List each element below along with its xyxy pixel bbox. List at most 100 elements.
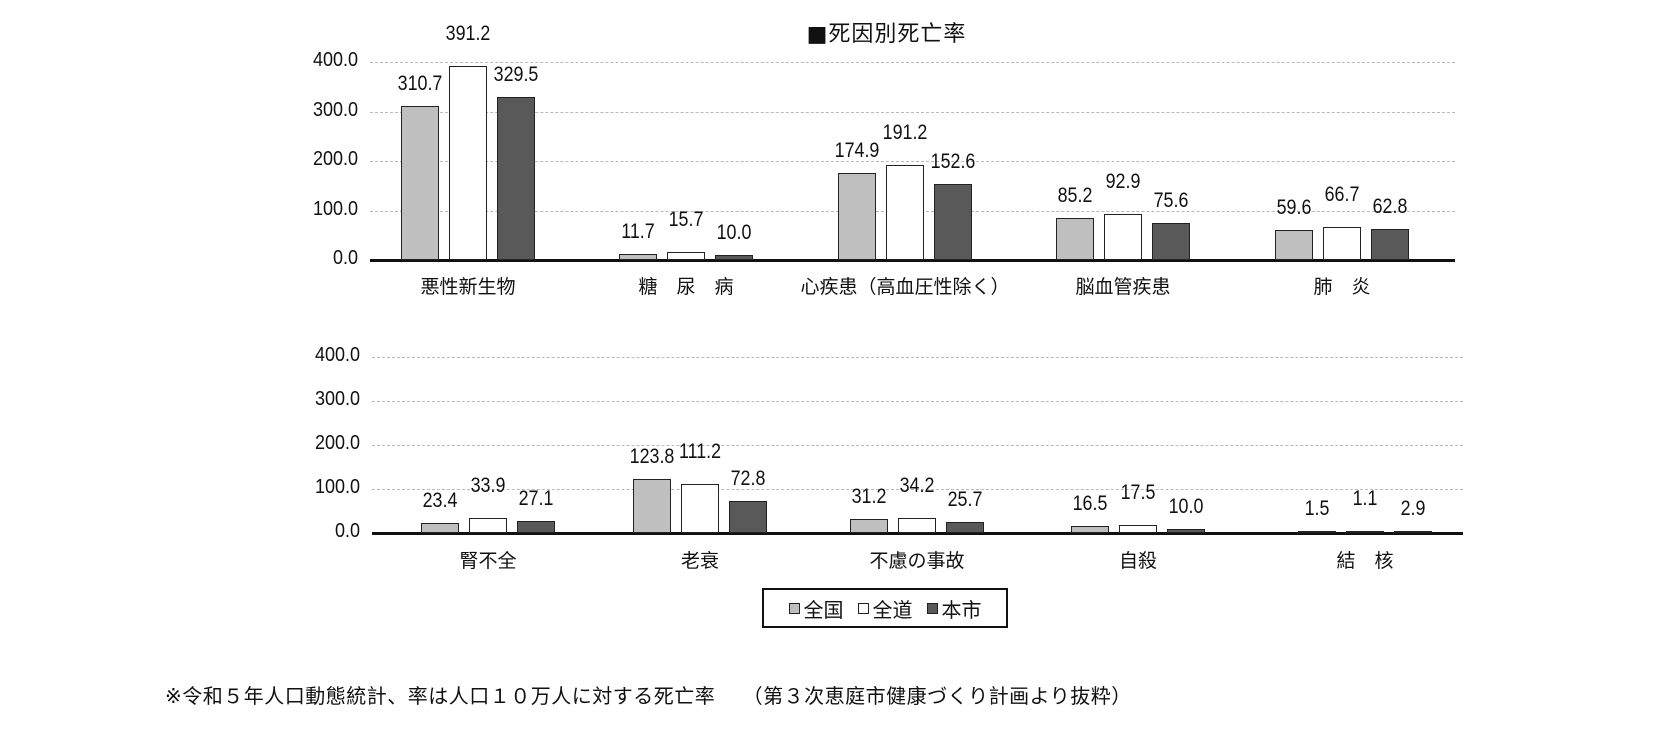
footnote: ※令和５年人口動態統計、率は人口１０万人に対する死亡率 （第３次恵庭市健康づくり… — [165, 684, 1132, 708]
data-label: 391.2 — [445, 22, 491, 46]
gridline — [370, 62, 1455, 63]
data-label: 34.2 — [899, 473, 935, 497]
y-tick-label: 0.0 — [334, 520, 360, 542]
bar-city — [1152, 222, 1190, 260]
legend-item-national: 全国 — [788, 594, 844, 623]
data-label: 152.6 — [930, 150, 976, 174]
gridline — [372, 357, 1463, 358]
legend-swatch-city — [926, 602, 938, 614]
gridline — [372, 445, 1463, 446]
bar-national — [1071, 525, 1109, 533]
data-label: 1.1 — [1352, 487, 1378, 510]
y-tick-label: 200.0 — [314, 432, 360, 454]
data-label: 16.5 — [1072, 491, 1108, 515]
legend-label: 全国 — [803, 597, 844, 622]
legend-label: 本市 — [941, 597, 982, 622]
data-label: 75.6 — [1153, 188, 1189, 212]
data-label: 92.9 — [1105, 170, 1141, 193]
data-label: 27.1 — [518, 487, 554, 511]
data-label: 33.9 — [470, 474, 506, 498]
data-label: 17.5 — [1120, 481, 1156, 505]
gridline — [372, 401, 1463, 402]
legend-swatch-prefecture — [857, 602, 869, 614]
data-label: 174.9 — [834, 139, 880, 163]
data-label: 10.0 — [1168, 494, 1204, 518]
category-label: 自殺 — [1118, 550, 1157, 572]
bar-national — [838, 173, 876, 260]
data-label: 23.4 — [422, 488, 458, 512]
data-label: 11.7 — [621, 220, 655, 244]
data-label: 310.7 — [397, 72, 443, 96]
category-label: 腎不全 — [459, 550, 517, 572]
bar-national — [401, 106, 439, 260]
data-label: 15.7 — [668, 208, 704, 232]
bar-national — [1298, 531, 1336, 533]
category-label: 肺 炎 — [1313, 276, 1371, 298]
category-label: 悪性新生物 — [420, 276, 516, 298]
y-tick-label: 0.0 — [332, 247, 358, 269]
y-tick-label: 300.0 — [312, 98, 358, 121]
data-label: 72.8 — [730, 466, 766, 490]
x-axis — [370, 259, 1455, 262]
bar-prefecture — [1346, 531, 1384, 533]
y-tick-label: 200.0 — [312, 148, 358, 170]
data-label: 59.6 — [1276, 196, 1312, 220]
category-label: 不慮の事故 — [869, 550, 965, 572]
data-label: 10.0 — [716, 221, 752, 245]
bar-national — [421, 522, 459, 533]
gridline — [370, 111, 1455, 113]
y-tick-label: 100.0 — [314, 476, 360, 498]
bar-national — [1056, 217, 1094, 260]
data-label: 25.7 — [947, 487, 983, 511]
bar-city — [1371, 228, 1409, 260]
category-label: 結 核 — [1336, 550, 1394, 572]
category-label: 心疾患（高血圧性除く） — [800, 276, 1010, 298]
gridline — [372, 489, 1463, 490]
legend-label: 全道 — [872, 597, 913, 622]
bar-city — [934, 184, 972, 260]
data-label: 329.5 — [493, 62, 539, 86]
bar-national — [619, 254, 657, 260]
legend-item-city: 本市 — [926, 594, 982, 623]
data-label: 66.7 — [1324, 182, 1360, 206]
bar-city — [1394, 531, 1432, 533]
legend: 全国 全道 本市 — [762, 588, 1008, 628]
data-label: 1.5 — [1304, 497, 1330, 520]
y-tick-label: 300.0 — [314, 388, 360, 410]
data-label: 191.2 — [882, 121, 928, 145]
category-label: 脳血管疾患 — [1075, 276, 1171, 298]
bar-prefecture — [1323, 226, 1361, 260]
data-label: 2.9 — [1400, 497, 1426, 520]
x-axis — [372, 532, 1463, 535]
y-tick-label: 100.0 — [312, 197, 358, 220]
chart-title: ■死因別死亡率 — [806, 22, 967, 47]
bar-national — [1275, 230, 1313, 260]
bar-city — [497, 96, 535, 260]
legend-item-prefecture: 全道 — [857, 594, 913, 623]
gridline — [370, 161, 1455, 162]
data-label: 31.2 — [851, 485, 887, 509]
data-label: 111.2 — [678, 440, 722, 464]
y-tick-label: 400.0 — [314, 344, 360, 366]
data-label: 62.8 — [1372, 194, 1408, 218]
bar-national — [850, 519, 888, 533]
bar-city — [715, 255, 753, 260]
bar-city — [1167, 528, 1205, 533]
bar-prefecture — [1119, 525, 1157, 533]
bar-prefecture — [469, 518, 507, 533]
y-tick-label: 400.0 — [312, 49, 358, 71]
data-label: 85.2 — [1057, 183, 1093, 207]
bar-prefecture — [1104, 214, 1142, 260]
bar-city — [729, 500, 767, 533]
bar-prefecture — [667, 252, 705, 260]
category-label: 糖 尿 病 — [638, 276, 734, 298]
bar-city — [517, 521, 555, 533]
legend-swatch-national — [788, 602, 800, 614]
bar-prefecture — [681, 484, 719, 533]
data-label: 123.8 — [629, 444, 675, 468]
category-label: 老衰 — [680, 550, 719, 572]
bar-city — [946, 521, 984, 533]
bar-prefecture — [449, 66, 487, 260]
bar-prefecture — [886, 165, 924, 260]
bar-national — [633, 478, 671, 533]
